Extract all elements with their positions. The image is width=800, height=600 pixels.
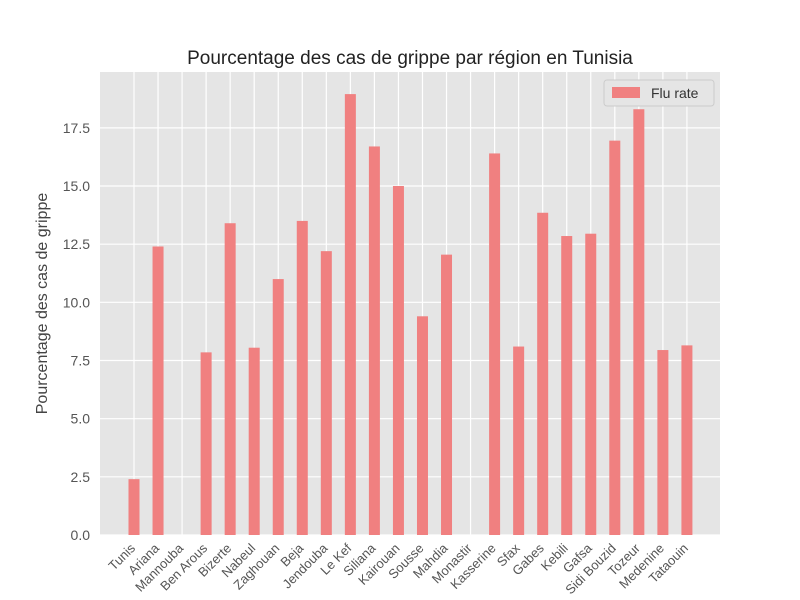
y-tick-label: 2.5 — [71, 469, 91, 485]
bar-bizerte — [224, 223, 236, 536]
legend: Flu rate — [603, 79, 715, 107]
bar-jendouba — [320, 251, 332, 535]
bar-sidi-bouzid — [609, 140, 621, 535]
bar-ariana — [152, 246, 164, 535]
y-tick-label: 5.0 — [71, 411, 91, 427]
bars — [128, 94, 693, 536]
bar-tozeur — [633, 109, 645, 535]
y-tick-label: 15.0 — [63, 178, 90, 194]
bar-le-kef — [344, 94, 356, 535]
bar-ben-arous — [200, 352, 212, 535]
bar-gabes — [537, 212, 549, 536]
bar-siliana — [368, 146, 380, 535]
bar-sousse — [416, 316, 428, 535]
y-tick-label: 7.5 — [71, 353, 91, 369]
bar-tunis — [128, 479, 140, 535]
legend-label: Flu rate — [651, 85, 699, 101]
bar-nabeul — [248, 347, 260, 535]
y-tick-label: 10.0 — [63, 294, 90, 310]
bar-beja — [296, 220, 308, 535]
bar-kebili — [561, 236, 573, 535]
y-tick-label: 17.5 — [63, 120, 90, 136]
y-axis-ticks: 0.0 2.5 5.0 7.5 10.0 12.5 15.0 17.5 — [63, 120, 90, 543]
y-tick-label: 12.5 — [63, 236, 90, 252]
bar-medenine — [657, 350, 669, 535]
y-tick-label: 0.0 — [71, 527, 91, 543]
bar-kasserine — [489, 153, 501, 535]
bar-kairouan — [392, 186, 404, 536]
plot-area — [100, 72, 720, 535]
chart-title: Pourcentage des cas de grippe par région… — [187, 48, 633, 69]
legend-swatch — [612, 87, 640, 98]
bar-mahdia — [441, 254, 453, 536]
bar-tataouin — [681, 345, 693, 535]
bar-gafsa — [585, 233, 597, 536]
bar-sfax — [513, 346, 525, 535]
y-axis-label: Pourcentage des cas de grippe — [34, 193, 51, 415]
legend-box — [603, 79, 715, 107]
bar-zaghouan — [272, 279, 284, 535]
